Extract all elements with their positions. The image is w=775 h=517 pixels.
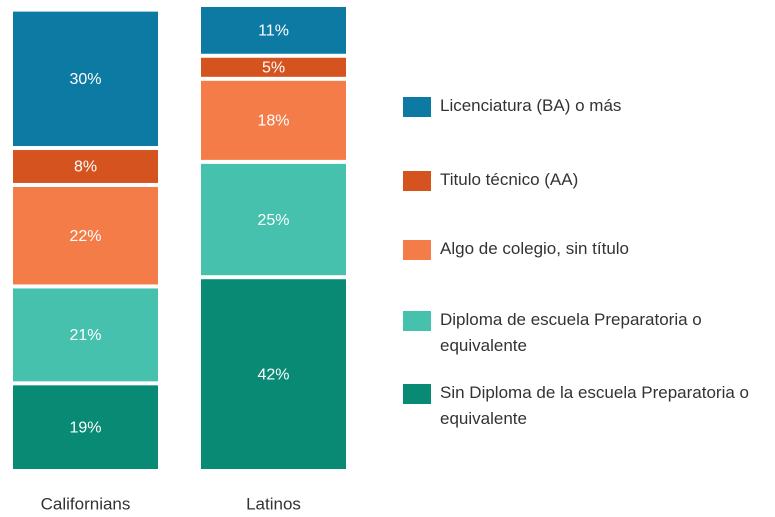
- legend-label: Diploma de escuela Preparatoria o equiva…: [440, 310, 702, 355]
- legend-label: Sin Diploma de la escuela Preparatoria o…: [440, 383, 750, 428]
- bar-segment: [13, 288, 158, 382]
- bar-segment: [13, 385, 158, 469]
- legend-swatch: [403, 97, 431, 117]
- x-tick-label: Latinos: [246, 494, 301, 513]
- value-label: 21%: [69, 327, 101, 344]
- x-tick-label: Californians: [41, 494, 131, 513]
- value-label: 5%: [262, 60, 285, 77]
- value-label: 8%: [74, 159, 97, 176]
- bar-segment: [201, 80, 346, 160]
- legend-label: Licenciatura (BA) o más: [440, 96, 622, 115]
- bar-segment: [201, 7, 346, 54]
- bar-segment: [13, 150, 158, 183]
- bar-segment: [13, 11, 158, 147]
- value-label: 18%: [257, 113, 289, 130]
- value-label: 30%: [69, 71, 101, 88]
- legend-item: Diploma de escuela Preparatoria o equiva…: [403, 310, 770, 359]
- bar-segment: [201, 279, 346, 469]
- legend-swatch: [403, 240, 431, 260]
- value-label: 42%: [257, 366, 289, 383]
- legend-item: Titulo técnico (AA): [403, 170, 770, 193]
- legend-swatch: [403, 311, 431, 331]
- legend-label: Algo de colegio, sin título: [440, 239, 630, 258]
- bar-segment: [201, 57, 346, 77]
- legend-swatch: [403, 384, 431, 404]
- legend-item: Sin Diploma de la escuela Preparatoria o…: [403, 383, 770, 432]
- bar-segment: [201, 163, 346, 276]
- legend-label: Titulo técnico (AA): [440, 170, 579, 189]
- value-label: 11%: [258, 23, 289, 40]
- value-label: 19%: [69, 419, 101, 436]
- legend-item: Licenciatura (BA) o más: [403, 96, 770, 119]
- value-label: 22%: [69, 228, 101, 245]
- legend-item: Algo de colegio, sin título: [403, 239, 770, 262]
- bar-segment: [13, 186, 158, 285]
- value-label: 25%: [257, 212, 289, 229]
- legend-swatch: [403, 171, 431, 191]
